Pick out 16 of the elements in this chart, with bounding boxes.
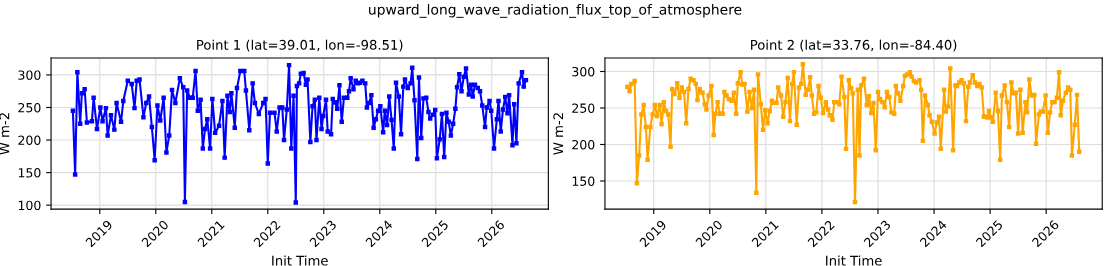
- text: upward_long_wave_radiation_flux_top_of_atmosphere: [369, 3, 742, 18]
- y-tick-label: 200: [18, 135, 41, 145]
- y-axis-title: W m-2: [0, 113, 10, 155]
- y-tick-label: 150: [18, 168, 41, 178]
- x-axis-title: Init Time: [272, 255, 328, 266]
- y-tick-label: 200: [572, 139, 595, 150]
- y-axis-title: W m-2: [553, 113, 564, 155]
- x-axis-title: Init Time: [826, 255, 882, 266]
- y-tick-label: 250: [18, 102, 41, 113]
- chart-title: Point 2 (lat=33.76, lon=-84.40): [751, 39, 957, 52]
- chart-title: Point 1 (lat=39.01, lon=-98.51): [197, 39, 403, 52]
- y-tick-label: 300: [572, 66, 595, 77]
- y-tick-label: 250: [572, 103, 595, 113]
- y-tick-label: 300: [18, 70, 41, 80]
- y-tick-label: 100: [18, 200, 41, 211]
- y-tick-label: 150: [572, 176, 595, 186]
